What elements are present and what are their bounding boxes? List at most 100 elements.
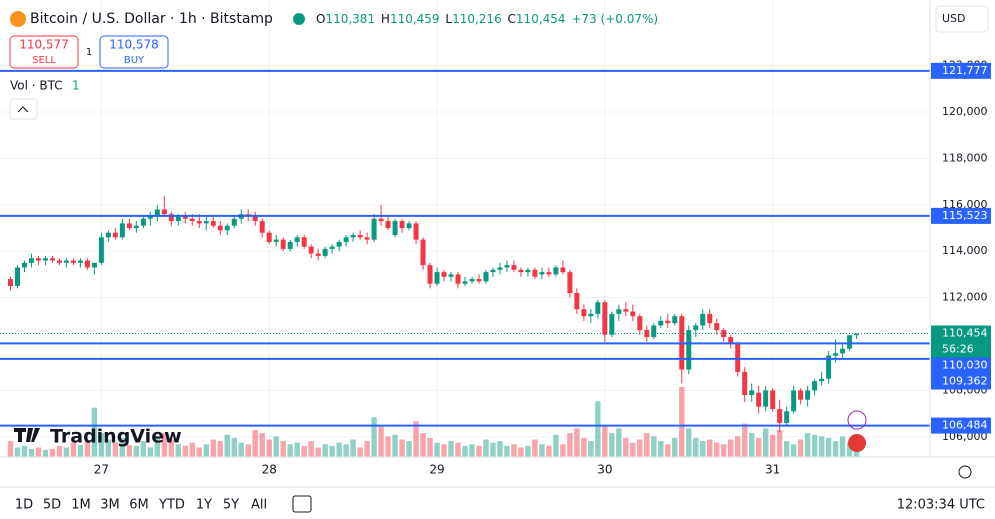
calendar-icon[interactable]: [292, 495, 312, 513]
bitcoin-icon: [10, 11, 26, 27]
volume-bar: [644, 433, 650, 457]
candle-body: [252, 216, 258, 222]
volume-bar: [637, 439, 643, 457]
volume-bar: [21, 445, 28, 457]
candle-body: [490, 269, 496, 273]
candle-body: [686, 330, 692, 370]
volume-bar: [602, 425, 608, 457]
volume-bar: [658, 441, 664, 457]
volume-bar: [49, 449, 56, 457]
range-button[interactable]: 5Y: [223, 498, 239, 513]
candle-body: [364, 237, 370, 240]
candle-body: [672, 316, 678, 324]
volume-bar: [343, 444, 349, 457]
range-button[interactable]: 1Y: [196, 498, 212, 513]
range-button[interactable]: 1M: [71, 498, 91, 513]
candle-body: [644, 330, 650, 338]
price-label: 109,362: [942, 374, 988, 387]
candle-body: [791, 390, 797, 412]
volume-bar: [441, 444, 447, 457]
sell-button[interactable]: [9, 35, 79, 69]
currency-button[interactable]: [935, 5, 989, 33]
candle-body: [819, 378, 825, 382]
volume-bar: [741, 423, 748, 457]
price-label: 121,777: [942, 64, 988, 77]
candle-body: [665, 320, 671, 324]
volume-bar: [630, 442, 636, 457]
volume-bar: [252, 429, 258, 457]
volume-bar: [420, 433, 426, 457]
volume-bar: [574, 428, 580, 457]
range-button[interactable]: YTD: [158, 498, 185, 513]
volume-bar: [455, 442, 461, 457]
open-value: 110,381: [325, 12, 375, 26]
candle-body: [826, 355, 832, 379]
volume-bar: [567, 433, 573, 457]
candle-body: [7, 279, 13, 287]
candle-body: [168, 214, 174, 222]
volume-bar: [70, 442, 77, 457]
candle-body: [210, 221, 216, 226]
collapse-button[interactable]: [9, 98, 38, 120]
x-tick-label: 27: [94, 463, 109, 477]
candle-body: [14, 267, 20, 287]
candle-body: [539, 272, 545, 275]
range-button[interactable]: 5D: [43, 498, 61, 513]
symbol-title[interactable]: Bitcoin / U.S. Dollar · 1h · Bitstamp: [30, 11, 273, 27]
buy-button[interactable]: [99, 35, 169, 69]
volume-bar: [616, 428, 622, 457]
range-button[interactable]: 1D: [15, 498, 33, 513]
volume-bar: [846, 442, 853, 457]
candle-body: [217, 225, 223, 231]
change-value: +73 (+0.07%): [571, 12, 658, 26]
volume-bar: [308, 441, 314, 457]
volume-bar: [707, 439, 713, 457]
range-button[interactable]: All: [251, 498, 267, 513]
candle-body: [413, 223, 419, 240]
x-tick-label: 29: [429, 463, 444, 477]
candle-body: [357, 234, 363, 238]
candle-body: [378, 218, 384, 222]
candle-body: [301, 237, 307, 247]
candle-body: [392, 221, 398, 235]
candle-body: [728, 337, 734, 345]
volume-bar: [797, 439, 804, 457]
volume-bar: [329, 445, 335, 457]
volume-bar: [825, 437, 832, 457]
sell-price: 110,577: [19, 38, 69, 52]
low-value: 110,216: [452, 12, 502, 26]
candle-body: [280, 239, 286, 249]
volume-bar: [679, 387, 685, 457]
volume-bar: [147, 447, 154, 457]
flag-icon[interactable]: [848, 434, 866, 452]
candle-body: [98, 237, 104, 263]
range-button[interactable]: 6M: [129, 498, 149, 513]
candle-body: [105, 232, 111, 238]
volume-bar: [804, 433, 811, 457]
volume-bar: [448, 441, 454, 457]
volume-bar: [245, 444, 251, 457]
logo-icon: [14, 428, 40, 442]
volume-bar: [546, 445, 552, 457]
settings-icon[interactable]: [958, 465, 972, 479]
volume-bar: [462, 445, 468, 457]
candle-body: [840, 348, 846, 354]
candle-body: [434, 272, 440, 284]
volume-bar: [511, 444, 517, 457]
candle-body: [714, 323, 720, 331]
ideas-icon[interactable]: [847, 410, 867, 430]
volume-bar: [490, 442, 496, 457]
candle-body: [273, 239, 279, 242]
close-label: C: [508, 12, 516, 26]
price-label: 110,454: [942, 326, 988, 339]
range-toolbar: 1D 5D 1M 3M 6M YTD 1Y 5Y All: [15, 498, 267, 513]
candle-body: [553, 267, 559, 275]
volume-bar: [434, 442, 440, 457]
volume-bar: [91, 407, 98, 457]
candle-body: [833, 353, 839, 356]
range-button[interactable]: 3M: [100, 498, 120, 513]
volume-bar: [406, 441, 412, 457]
candle-body: [294, 237, 300, 242]
volume-bar: [105, 439, 112, 457]
candle-body: [532, 269, 538, 277]
